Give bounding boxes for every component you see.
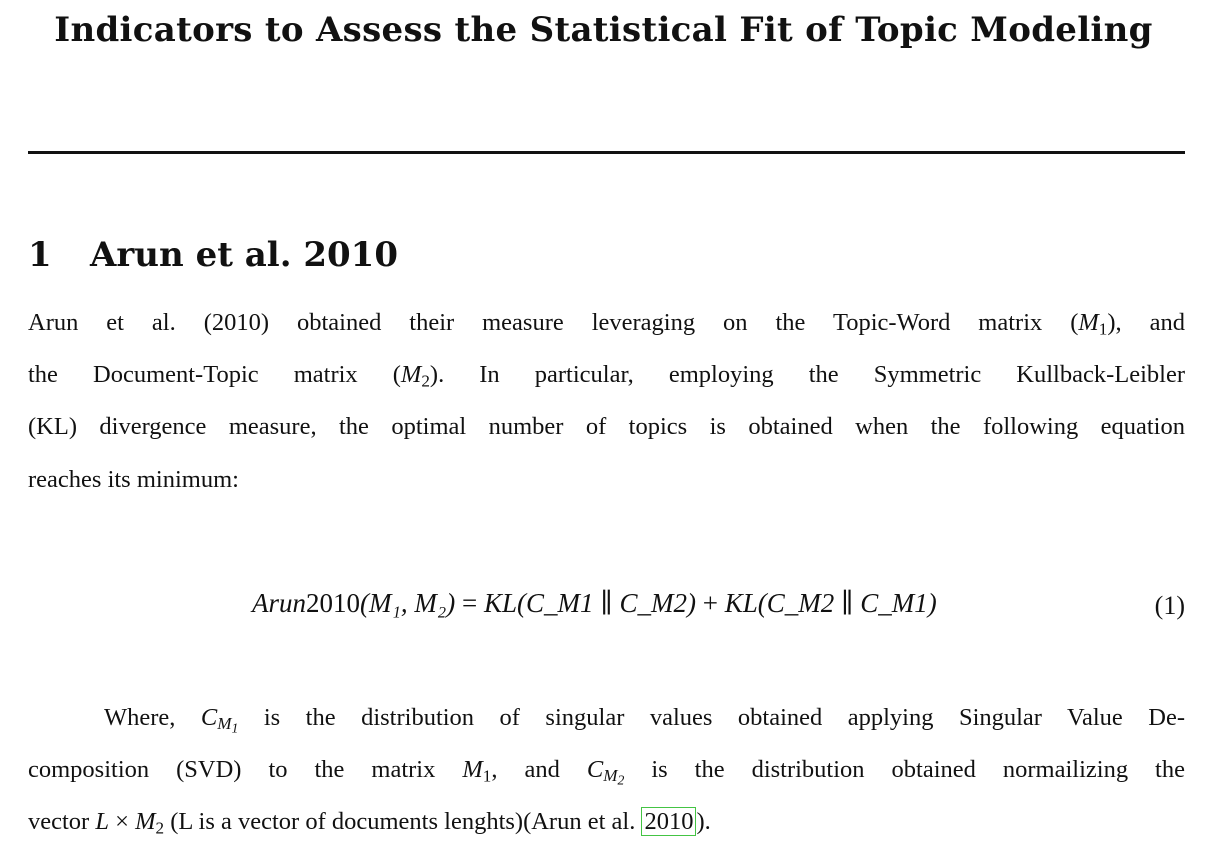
equation-number: (1) (1154, 591, 1185, 620)
horizontal-rule (28, 151, 1185, 154)
kl-term-1: (C_M1 ∥ C_M2) (517, 588, 696, 618)
paragraph-line: reaches its minimum: (28, 465, 239, 493)
section-heading: 1 Arun et al. 2010 (28, 235, 398, 275)
paragraph-line: the Document-Topic matrix (M2). In parti… (28, 361, 1185, 391)
section-title: Arun et al. 2010 (90, 235, 398, 275)
paragraph-line: (KL) divergence measure, the optimal num… (28, 413, 1185, 441)
section-number: 1 (28, 235, 52, 275)
citation-link[interactable]: 2010 (641, 807, 697, 837)
paragraph-where: Where, CM1 is the distribution of singul… (28, 692, 1185, 849)
paragraph-intro: Arun et al. (2010) obtained their measur… (28, 297, 1185, 506)
kl-term-2: (C_M2 ∥ C_M1) (757, 588, 937, 618)
paragraph-line: Arun et al. (2010) obtained their measur… (28, 309, 1185, 339)
document-title: Indicators to Assess the Statistical Fit… (54, 10, 1153, 50)
paragraph-line: vector L × M2 (L is a vector of document… (28, 807, 711, 838)
paragraph-line: Where, CM1 is the distribution of singul… (104, 704, 1185, 736)
paragraph-line: composition (SVD) to the matrix M1, and … (28, 756, 1185, 788)
equation-arun2010: Arun2010(M₁, M₂) = KL(C_M1 ∥ C_M2) + KL(… (252, 588, 937, 618)
